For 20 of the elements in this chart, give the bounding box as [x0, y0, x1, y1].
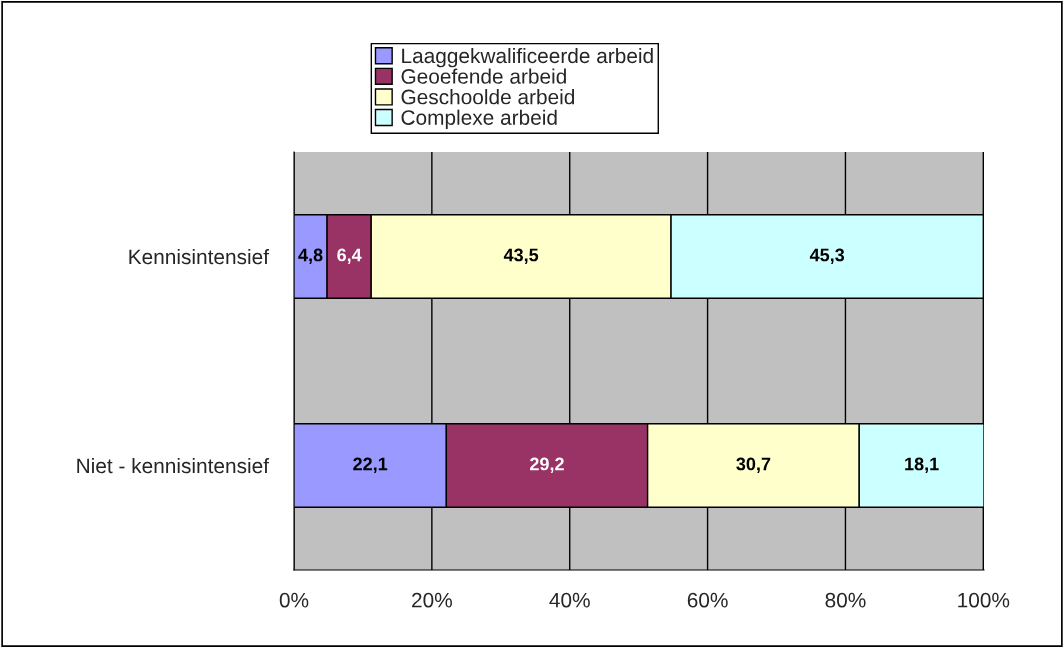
y-tick-label: Niet - kennisintensief	[77, 457, 270, 474]
x-tick-label: 0%	[279, 592, 309, 608]
data-label: 22,1	[353, 457, 388, 473]
x-tick-label: 100%	[958, 592, 1010, 608]
legend-label: Laaggekwalificeerde arbeid	[402, 47, 653, 68]
x-tick-label: 20%	[412, 592, 452, 608]
data-label: 29,2	[530, 457, 564, 473]
data-label: 6,4	[337, 248, 362, 264]
y-tick-label: Kennisintensief	[129, 248, 270, 265]
data-label: 30,7	[736, 457, 771, 473]
data-label: 18,1	[905, 457, 939, 473]
x-tick-label: 40%	[549, 592, 590, 608]
legend-label: Geoefende arbeid	[401, 68, 566, 84]
x-tick-label: 60%	[687, 592, 728, 608]
legend-label: Geschoolde arbeid	[401, 89, 575, 105]
x-tick-label: 80%	[825, 592, 866, 608]
legend-label: Complexe arbeid	[401, 109, 557, 130]
data-label: 43,5	[503, 248, 539, 264]
data-label: 4,8	[298, 248, 323, 264]
data-label: 45,3	[809, 248, 845, 264]
